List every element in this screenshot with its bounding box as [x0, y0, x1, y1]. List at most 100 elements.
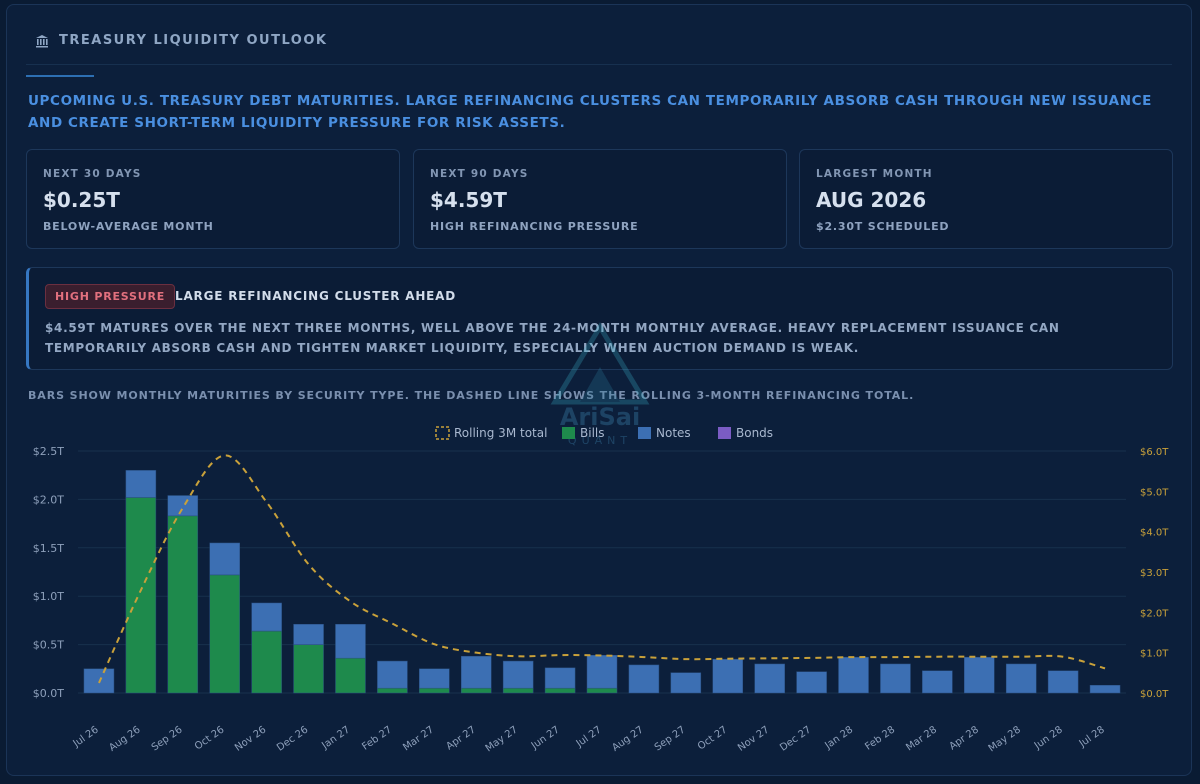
treasury-panel: TREASURY LIQUIDITY OUTLOOK — [6, 4, 1192, 776]
legend-label: Bonds — [736, 426, 773, 440]
card-subtext: $2.30T SCHEDULED — [816, 220, 950, 233]
card-next-30-days: NEXT 30 DAYS $0.25T BELOW-AVERAGE MONTH — [26, 149, 400, 249]
bar-bills — [167, 515, 199, 694]
x-tick-label: May 27 — [484, 724, 520, 754]
rolling-3m-line — [98, 454, 1106, 684]
bar-bills — [586, 687, 618, 694]
watermark-text: AriSai — [560, 403, 640, 431]
bar-bills — [502, 687, 534, 694]
y-right-tick-label: $6.0T — [1140, 447, 1169, 458]
card-value: AUG 2026 — [816, 188, 927, 212]
x-tick-label: Jan 27 — [319, 724, 352, 752]
x-tick-label: Jul 28 — [1077, 724, 1107, 750]
bar-notes — [1047, 670, 1079, 694]
x-tick-label: May 28 — [987, 724, 1023, 754]
y-left-tick-label: $0.0T — [33, 687, 64, 700]
watermark-logo: AriSai QUANT — [550, 322, 650, 447]
bar-notes — [293, 624, 324, 645]
y-right-tick-label: $0.0T — [1140, 689, 1169, 700]
panel-header: TREASURY LIQUIDITY OUTLOOK — [35, 33, 327, 48]
y-left-tick-label: $1.5T — [33, 542, 64, 555]
intro-text: Upcoming U.S. Treasury debt maturities. … — [28, 93, 1152, 131]
legend-label: Bills — [580, 426, 605, 440]
bar-notes — [460, 655, 492, 689]
x-tick-label: Jun 28 — [1032, 724, 1065, 752]
card-subtext: BELOW-AVERAGE MONTH — [43, 220, 214, 233]
x-tick-label: Nov 26 — [233, 724, 268, 753]
x-tick-label: Mar 28 — [904, 724, 939, 753]
bar-bills — [293, 644, 324, 694]
x-tick-label: Jun 27 — [529, 724, 562, 752]
bar-bills — [460, 687, 492, 694]
legend-swatch-notes — [638, 427, 651, 439]
bar-bills — [209, 574, 240, 694]
maturity-chart: $0.0T $0.5T $1.0T $1.5T $2.0T $2.5T $0.0T $1.0T… — [33, 426, 1169, 754]
bar-bills — [251, 630, 282, 694]
alert-title: LARGE REFINANCING CLUSTER AHEAD — [175, 289, 457, 303]
x-tick-label: Mar 27 — [401, 724, 436, 753]
bar-notes — [502, 660, 534, 689]
bar-notes — [419, 668, 450, 689]
bar-notes — [1005, 663, 1037, 694]
x-tick-label: Feb 28 — [863, 724, 897, 752]
bar-notes — [167, 495, 199, 517]
bar-notes — [922, 670, 953, 694]
bar-notes — [251, 602, 282, 632]
bank-icon — [36, 34, 48, 47]
y-right-tick-label: $4.0T — [1140, 528, 1169, 539]
y-right-tick-label: $1.0T — [1140, 649, 1169, 660]
bar-bills — [419, 687, 450, 694]
y-right-tick-label: $2.0T — [1140, 608, 1169, 619]
bar-notes — [754, 663, 785, 694]
bar-notes — [838, 656, 869, 694]
card-value: $0.25T — [43, 188, 120, 212]
bar-bills — [125, 497, 157, 694]
x-tick-label: Oct 27 — [696, 724, 730, 752]
bar-notes — [712, 658, 744, 694]
x-tick-label: Nov 27 — [736, 724, 771, 753]
bar-bills — [335, 657, 366, 694]
card-subtext: HIGH REFINANCING PRESSURE — [430, 220, 639, 233]
bar-notes — [335, 624, 366, 659]
bar-notes — [209, 542, 240, 576]
x-tick-label: Jul 27 — [574, 724, 604, 750]
legend-label: Notes — [656, 426, 691, 440]
legend-label: Rolling 3M total — [454, 426, 547, 440]
pressure-alert: HIGH PRESSURE LARGE REFINANCING CLUSTER … — [26, 267, 1173, 370]
header-accent — [26, 75, 94, 77]
x-tick-label: Oct 26 — [193, 724, 227, 752]
legend-swatch-bonds — [718, 427, 731, 439]
card-largest-month: LARGEST MONTH AUG 2026 $2.30T SCHEDULED — [799, 149, 1173, 249]
bar-notes — [1089, 685, 1121, 694]
bar-notes — [880, 663, 911, 694]
x-tick-label: Aug 27 — [610, 724, 645, 753]
alert-body: $4.59T MATURES OVER THE NEXT THREE MONTH… — [45, 321, 1060, 355]
watermark-subtext: QUANT — [568, 434, 632, 447]
bar-notes — [125, 470, 157, 498]
x-tick-label: Apr 27 — [444, 724, 478, 752]
bar-bills — [377, 687, 408, 694]
header-divider — [26, 64, 1172, 65]
y-right-tick-label: $5.0T — [1140, 487, 1169, 498]
bar-notes — [670, 672, 702, 694]
x-tick-label: Dec 26 — [275, 724, 310, 753]
bar-bills — [544, 687, 576, 694]
x-tick-label: Dec 27 — [778, 724, 813, 753]
x-tick-label: Apr 28 — [947, 724, 981, 752]
panel-title: TREASURY LIQUIDITY OUTLOOK — [59, 33, 328, 48]
y-right-tick-label: $3.0T — [1140, 568, 1169, 579]
x-tick-label: Sep 26 — [150, 724, 185, 753]
x-tick-label: Aug 26 — [107, 724, 142, 753]
card-label: NEXT 30 DAYS — [43, 168, 142, 180]
bar-notes — [544, 667, 576, 689]
chart-note: BARS SHOW MONTHLY MATURITIES BY SECURITY… — [28, 389, 915, 402]
legend-swatch-rolling — [435, 426, 450, 440]
bar-notes — [377, 660, 408, 689]
card-label: LARGEST MONTH — [816, 168, 933, 180]
card-label: NEXT 90 DAYS — [430, 168, 529, 180]
x-tick-label: Jan 28 — [822, 724, 855, 752]
x-tick-label: Feb 27 — [360, 724, 394, 752]
bar-notes — [796, 671, 827, 694]
bar-notes — [964, 656, 995, 694]
y-left-tick-label: $2.5T — [33, 445, 64, 458]
